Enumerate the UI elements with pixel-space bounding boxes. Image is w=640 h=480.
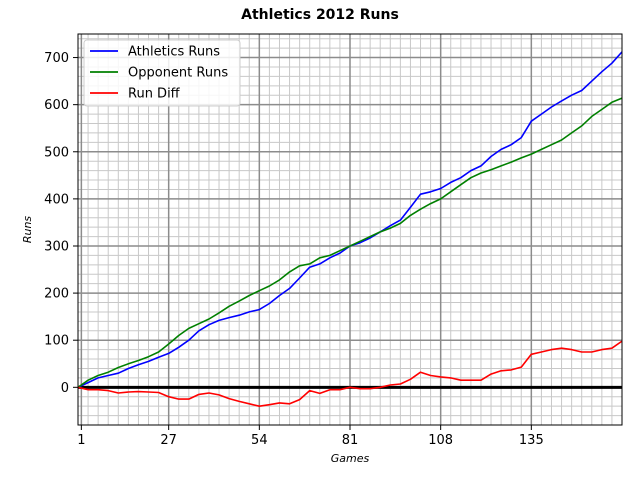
chart-title: Athletics 2012 Runs [241, 7, 399, 23]
y-axis: 0 100 200 300 400 500 600 700 [44, 51, 78, 396]
legend-box [83, 39, 241, 107]
legend-label-2: Run Diff [128, 87, 181, 102]
x-tick-label: 81 [342, 433, 359, 448]
y-axis-label: Runs [21, 216, 34, 244]
x-tick-label: 135 [519, 433, 544, 448]
series-layer [77, 51, 623, 408]
series-line-1 [77, 97, 623, 388]
y-tick-label: 0 [61, 381, 69, 396]
y-tick-label: 500 [44, 145, 69, 160]
y-tick-label: 700 [44, 51, 69, 66]
legend-label-0: Athletics Runs [128, 45, 220, 60]
y-tick-label: 200 [44, 287, 69, 302]
x-tick-label: 108 [428, 433, 453, 448]
series-line-2 [77, 340, 623, 408]
legend: Athletics Runs Opponent Runs Run Diff [83, 39, 241, 107]
y-tick-label: 400 [44, 192, 69, 207]
x-axis-label: Games [331, 452, 370, 465]
x-tick-label: 27 [160, 433, 177, 448]
y-tick-label: 100 [44, 334, 69, 349]
y-tick-label: 300 [44, 239, 69, 254]
legend-label-1: Opponent Runs [128, 66, 228, 81]
x-tick-label: 54 [251, 433, 268, 448]
x-axis: 1 27 54 81 108 135 [77, 425, 544, 448]
x-tick-label: 1 [77, 433, 85, 448]
y-tick-label: 600 [44, 98, 69, 113]
